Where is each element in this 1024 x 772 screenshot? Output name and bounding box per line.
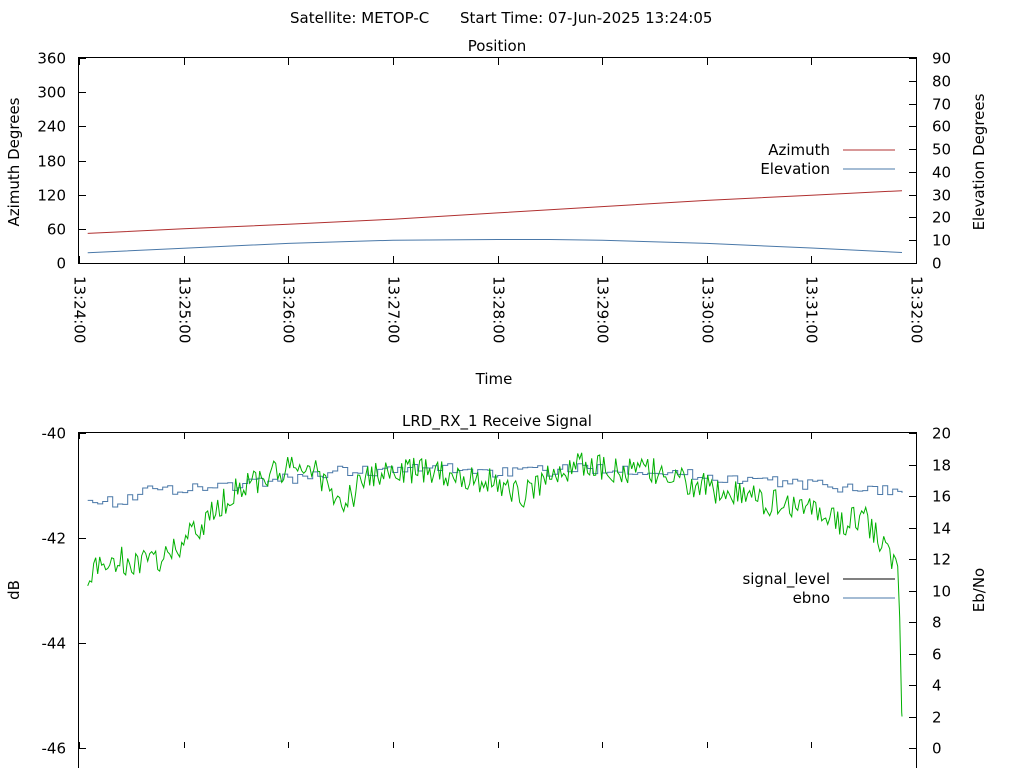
time-tick-label: 13:27:00 bbox=[385, 276, 403, 343]
azimuth-tick-label: 180 bbox=[37, 153, 66, 171]
ebno-tick-label: 10 bbox=[932, 583, 951, 601]
elevation-tick-label: 0 bbox=[932, 255, 942, 273]
legend-label-elevation: Elevation bbox=[760, 160, 830, 178]
ebno-axis-label: Eb/No bbox=[970, 568, 988, 612]
elevation-tick-label: 20 bbox=[932, 209, 951, 227]
elevation-tick-label: 70 bbox=[932, 96, 951, 114]
ebno-tick-label: 4 bbox=[932, 677, 942, 695]
time-tick-label: 13:29:00 bbox=[594, 276, 612, 343]
db-tick-label: -44 bbox=[42, 635, 67, 653]
azimuth-tick-label: 300 bbox=[37, 84, 66, 102]
elevation-tick-label: 30 bbox=[932, 187, 951, 205]
ebno-tick-label: 12 bbox=[932, 551, 951, 569]
ebno-tick-label: 6 bbox=[932, 646, 942, 664]
ebno-tick-label: 18 bbox=[932, 457, 951, 475]
ebno-tick-label: 16 bbox=[932, 488, 951, 506]
time-axis-label: Time bbox=[475, 370, 513, 388]
elevation-tick-label: 50 bbox=[932, 141, 951, 159]
time-tick-label: 13:28:00 bbox=[490, 276, 508, 343]
ebno-tick-label: 14 bbox=[932, 520, 951, 538]
series-signal-trace bbox=[87, 452, 903, 717]
series-elevation bbox=[87, 239, 903, 254]
time-tick-label: 13:26:00 bbox=[280, 276, 298, 343]
db-tick-label: -40 bbox=[42, 425, 67, 443]
legend-label-azimuth: Azimuth bbox=[768, 141, 830, 159]
ebno-tick-label: 8 bbox=[932, 614, 942, 632]
receive-signal-chart: LRD_RX_1 Receive Signal dB Eb/No -46-44-… bbox=[5, 412, 988, 772]
receive-signal-chart-title: LRD_RX_1 Receive Signal bbox=[402, 412, 592, 431]
time-tick-label: 13:24:00 bbox=[71, 276, 89, 343]
signal-series bbox=[87, 452, 903, 717]
position-plot-frame bbox=[78, 57, 917, 264]
legend-label-ebno: ebno bbox=[793, 589, 830, 607]
position-series bbox=[87, 190, 903, 254]
azimuth-tick-label: 240 bbox=[37, 118, 66, 136]
elevation-tick-label: 10 bbox=[932, 232, 951, 250]
time-tick-label: 13:25:00 bbox=[176, 276, 194, 343]
elevation-tick-label: 40 bbox=[932, 164, 951, 182]
ebno-tick-label: 20 bbox=[932, 425, 951, 443]
series-ebno bbox=[87, 463, 903, 508]
elevation-tick-label: 90 bbox=[932, 50, 951, 68]
elevation-tick-label: 80 bbox=[932, 73, 951, 91]
ebno-tick-label: 0 bbox=[932, 740, 942, 758]
azimuth-axis-label: Azimuth Degrees bbox=[5, 97, 23, 226]
legend-label-signal_level: signal_level bbox=[742, 570, 830, 589]
signal-ticks: -46 -44 -42 -40 0 2 4 6 8 10 12 14 16 18 20 bbox=[42, 425, 952, 758]
azimuth-tick-label: 0 bbox=[56, 255, 66, 273]
db-axis-label: dB bbox=[5, 580, 23, 600]
db-tick-label: -46 bbox=[42, 740, 67, 758]
start-time-label: Start Time: 07-Jun-2025 13:24:05 bbox=[460, 9, 712, 27]
azimuth-tick-label: 360 bbox=[37, 50, 66, 68]
signal-plot-frame bbox=[78, 432, 917, 772]
time-tick-label: 13:32:00 bbox=[908, 276, 926, 343]
elevation-tick-label: 60 bbox=[932, 118, 951, 136]
satellite-label: Satellite: METOP-C bbox=[290, 9, 429, 27]
position-chart-title: Position bbox=[468, 37, 526, 55]
time-tick-label: 13:30:00 bbox=[699, 276, 717, 343]
elevation-axis-label: Elevation Degrees bbox=[970, 93, 988, 230]
azimuth-tick-label: 120 bbox=[37, 187, 66, 205]
azimuth-tick-label: 60 bbox=[47, 221, 66, 239]
position-ticks: 0 60 120 180 240 300 360 0 10 20 30 40 50 60 70 80 90 13:… bbox=[37, 50, 951, 344]
db-tick-label: -42 bbox=[42, 530, 67, 548]
ebno-tick-label: 2 bbox=[932, 709, 942, 727]
time-tick-label: 13:31:00 bbox=[803, 276, 821, 343]
series-azimuth bbox=[87, 190, 903, 234]
position-chart: Position Azimuth Degrees Elevation Degre… bbox=[5, 37, 988, 388]
